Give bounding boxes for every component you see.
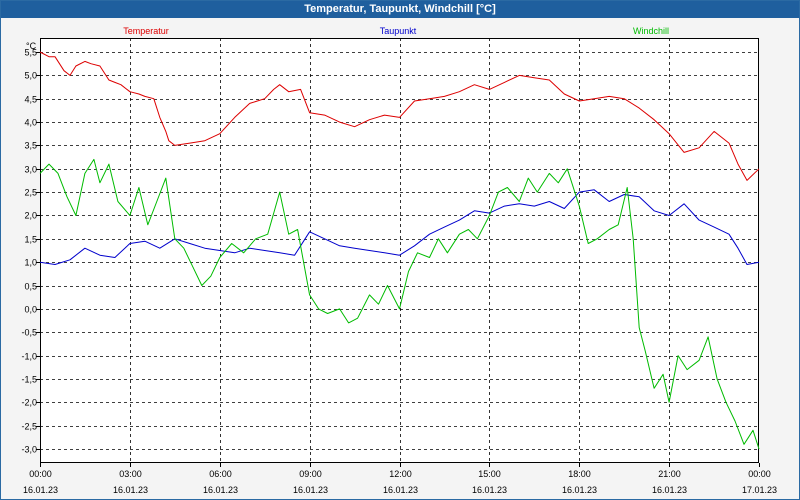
x-tick-time: 00:00 — [748, 469, 771, 479]
legend-windchill: Windchill — [633, 26, 669, 36]
y-tick-label: 0,0 — [24, 305, 37, 315]
series-line-temperatur — [39, 51, 760, 181]
x-tick-time: 03:00 — [119, 469, 142, 479]
series-line-taupunkt — [39, 189, 760, 265]
x-tick-date: 16.01.23 — [23, 485, 58, 495]
plot-area — [40, 38, 759, 463]
x-tick-time: 18:00 — [568, 469, 591, 479]
y-tick-label: -2,0 — [21, 398, 37, 408]
y-tick-label: 5,0 — [24, 71, 37, 81]
y-tick-label: 5,5 — [24, 48, 37, 58]
x-tick-date: 16.01.23 — [113, 485, 148, 495]
series-line-windchill — [39, 158, 760, 450]
x-tick-date: 16.01.23 — [203, 485, 238, 495]
window-title: Temperatur, Taupunkt, Windchill [°C] — [1, 1, 799, 18]
x-tick-time: 00:00 — [29, 469, 52, 479]
y-tick-label: -2,5 — [21, 422, 37, 432]
y-tick-label: 2,0 — [24, 211, 37, 221]
y-tick-label: 1,5 — [24, 235, 37, 245]
x-tick-date: 16.01.23 — [472, 485, 507, 495]
x-tick-time: 12:00 — [389, 469, 412, 479]
y-tick-label: 3,5 — [24, 141, 37, 151]
y-tick-label: 4,0 — [24, 118, 37, 128]
y-tick-label: -1,5 — [21, 375, 37, 385]
x-tick-time: 15:00 — [478, 469, 501, 479]
x-tick-date: 16.01.23 — [562, 485, 597, 495]
x-tick-time: 09:00 — [299, 469, 322, 479]
y-tick-label: 2,5 — [24, 188, 37, 198]
x-tick-date: 16.01.23 — [293, 485, 328, 495]
y-tick-label: -1,0 — [21, 352, 37, 362]
y-tick-label: -3,0 — [21, 445, 37, 455]
x-tick-time: 21:00 — [658, 469, 681, 479]
legend-temperatur: Temperatur — [123, 26, 169, 36]
y-tick-label: 3,0 — [24, 165, 37, 175]
legend-taupunkt: Taupunkt — [380, 26, 417, 36]
y-tick-label: -0,5 — [21, 328, 37, 338]
x-tick-date: 16.01.23 — [652, 485, 687, 495]
x-tick-date: 17.01.23 — [742, 485, 777, 495]
x-tick-date: 16.01.23 — [383, 485, 418, 495]
y-tick-label: 0,5 — [24, 282, 37, 292]
plot-border — [40, 38, 759, 463]
y-tick-label: 4,5 — [24, 95, 37, 105]
x-tick-time: 06:00 — [209, 469, 232, 479]
y-axis-unit: °C — [26, 41, 37, 51]
y-tick-label: 1,0 — [24, 258, 37, 268]
